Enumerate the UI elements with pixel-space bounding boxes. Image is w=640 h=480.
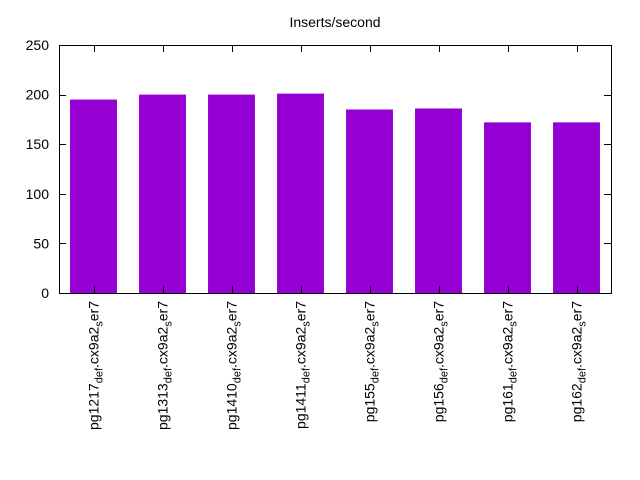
- bar-0: [70, 99, 117, 293]
- x-tick-label-3: pg1411def.cx9a2ser7: [293, 301, 313, 429]
- y-axis: 0 50 100 150 200 250: [26, 37, 611, 301]
- bar-1: [139, 94, 186, 293]
- bars-group: [70, 93, 600, 293]
- x-tick-label-4: pg155def.cx9a2ser7: [362, 301, 382, 422]
- y-tick-label-5: 250: [26, 37, 50, 53]
- x-tick-label-7: pg162def.cx9a2ser7: [569, 301, 589, 422]
- bar-4: [346, 109, 393, 293]
- y-tick-label-4: 200: [26, 87, 50, 103]
- y-tick-label-3: 150: [26, 136, 50, 152]
- x-axis: pg1217def.cx9a2ser7 pg1313def.cx9a2ser7 pg…: [86, 45, 589, 430]
- bar-7: [553, 122, 600, 293]
- bar-2: [208, 94, 255, 293]
- y-tick-label-2: 100: [26, 186, 50, 202]
- y-tick-label-0: 0: [41, 285, 49, 301]
- bar-6: [484, 122, 531, 293]
- y-tick-label-1: 50: [33, 235, 49, 251]
- x-tick-label-2: pg1410def.cx9a2ser7: [224, 301, 244, 430]
- x-tick-label-0: pg1217def.cx9a2ser7: [86, 301, 106, 430]
- x-tick-label-5: pg156def.cx9a2ser7: [431, 301, 451, 422]
- plot-frame: [59, 45, 612, 294]
- x-tick-label-1: pg1313def.cx9a2ser7: [155, 301, 175, 430]
- x-tick-label-6: pg161def.cx9a2ser7: [500, 301, 520, 422]
- bar-5: [415, 108, 462, 293]
- bar-3: [277, 93, 324, 293]
- chart-title: Inserts/second: [289, 14, 380, 30]
